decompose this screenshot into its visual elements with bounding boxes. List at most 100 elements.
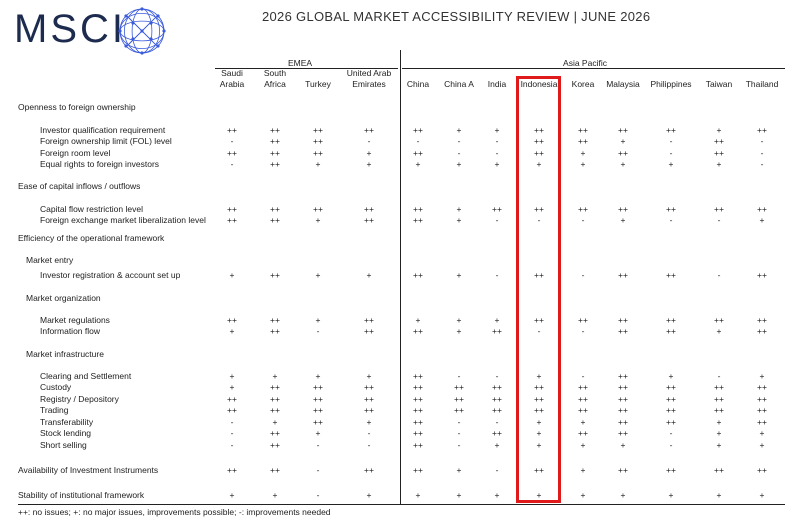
rating-cell: ++ — [666, 417, 676, 427]
rating-cell: - — [537, 215, 541, 225]
rating-cell: + — [229, 270, 235, 280]
rating-cell: + — [229, 382, 235, 392]
rating-cell: + — [620, 136, 626, 146]
column-header-line: Malaysia — [606, 79, 640, 89]
rating-cell: - — [760, 148, 764, 158]
rating-cell: + — [759, 371, 765, 381]
rating-cell: + — [716, 326, 722, 336]
rating-cell: ++ — [313, 417, 323, 427]
column-header-china: China — [388, 79, 448, 90]
row-label-market-entry: Market entry — [26, 255, 74, 265]
rating-cell: ++ — [454, 405, 464, 415]
column-header-indonesia: Indonesia — [509, 79, 569, 90]
row-label-investor-qualification-requirement: Investor qualification requirement — [40, 125, 166, 135]
rating-cell: - — [717, 215, 721, 225]
rating-cell: + — [366, 490, 372, 500]
rating-cell: ++ — [618, 125, 628, 135]
column-header-saudi-arabia: Saudi Arabia — [202, 68, 262, 90]
rating-cell: ++ — [578, 315, 588, 325]
rating-cell: + — [315, 270, 321, 280]
rating-cell: ++ — [618, 382, 628, 392]
rating-cell: + — [580, 490, 586, 500]
region-divider — [400, 50, 401, 504]
rating-cell: ++ — [364, 215, 374, 225]
rating-cell: ++ — [714, 382, 724, 392]
rating-cell: + — [668, 159, 674, 169]
column-header-korea: Korea — [553, 79, 613, 90]
rating-cell: + — [668, 371, 674, 381]
rating-cell: ++ — [313, 148, 323, 158]
rating-cell: - — [495, 148, 499, 158]
rating-cell: ++ — [270, 270, 280, 280]
rating-cell: - — [457, 136, 461, 146]
rating-cell: + — [536, 371, 542, 381]
rating-cell: + — [456, 490, 462, 500]
column-header-thailand: Thailand — [732, 79, 792, 90]
rating-cell: ++ — [270, 315, 280, 325]
column-header-line: South — [263, 68, 287, 78]
rating-cell: ++ — [534, 270, 544, 280]
rating-cell: ++ — [757, 204, 767, 214]
rating-cell: + — [456, 465, 462, 475]
rating-cell: ++ — [364, 204, 374, 214]
rating-cell: + — [716, 490, 722, 500]
rating-cell: - — [316, 440, 320, 450]
rating-cell: ++ — [227, 204, 237, 214]
rating-cell: - — [581, 371, 585, 381]
rating-cell: - — [457, 371, 461, 381]
row-label-investor-registration-account-set-up: Investor registration & account set up — [40, 270, 181, 280]
rating-cell: - — [367, 136, 371, 146]
rating-cell: + — [580, 440, 586, 450]
rating-cell: + — [716, 125, 722, 135]
rating-cell: ++ — [270, 326, 280, 336]
group-emea: EMEA — [287, 58, 313, 68]
rating-cell: - — [230, 417, 234, 427]
column-header-line: Africa — [264, 79, 286, 89]
rating-cell: + — [494, 159, 500, 169]
rating-cell: ++ — [270, 215, 280, 225]
column-header-philippines: Philippines — [641, 79, 701, 90]
rating-cell: + — [580, 159, 586, 169]
rating-cell: - — [495, 371, 499, 381]
rating-cell: + — [366, 148, 372, 158]
rating-cell: + — [366, 417, 372, 427]
column-header-line: Arabia — [219, 79, 245, 89]
rating-cell: ++ — [413, 371, 423, 381]
rating-cell: + — [580, 148, 586, 158]
rating-cell: + — [456, 159, 462, 169]
rating-cell: ++ — [757, 382, 767, 392]
rating-cell: + — [620, 215, 626, 225]
row-label-market-infrastructure: Market infrastructure — [26, 349, 104, 359]
rating-cell: ++ — [492, 394, 502, 404]
rating-cell: ++ — [666, 204, 676, 214]
rating-cell: ++ — [578, 405, 588, 415]
column-header-united-arab-emirates: United Arab Emirates — [339, 68, 399, 90]
rating-cell: + — [494, 315, 500, 325]
row-label-transferability: Transferability — [40, 417, 94, 427]
row-label-registry-depository: Registry / Depository — [40, 394, 119, 404]
rating-cell: + — [494, 490, 500, 500]
rating-cell: + — [494, 440, 500, 450]
rating-cell: + — [366, 159, 372, 169]
rating-cell: ++ — [666, 326, 676, 336]
column-header-line: India — [487, 79, 507, 89]
row-label-trading: Trading — [40, 405, 69, 415]
rating-cell: + — [716, 417, 722, 427]
rating-cell: ++ — [270, 204, 280, 214]
rating-cell: ++ — [757, 270, 767, 280]
rating-cell: ++ — [364, 326, 374, 336]
rating-cell: ++ — [618, 204, 628, 214]
rating-cell: + — [456, 215, 462, 225]
rating-cell: ++ — [270, 148, 280, 158]
rating-cell: - — [457, 148, 461, 158]
row-label-market-regulations: Market regulations — [40, 315, 110, 325]
rating-cell: ++ — [578, 125, 588, 135]
rating-cell: - — [760, 136, 764, 146]
rating-cell: + — [759, 428, 765, 438]
rating-cell: ++ — [270, 159, 280, 169]
rating-cell: + — [716, 428, 722, 438]
rating-cell: ++ — [227, 465, 237, 475]
rating-cell: - — [457, 428, 461, 438]
rating-cell: - — [230, 428, 234, 438]
rating-cell: + — [272, 371, 278, 381]
